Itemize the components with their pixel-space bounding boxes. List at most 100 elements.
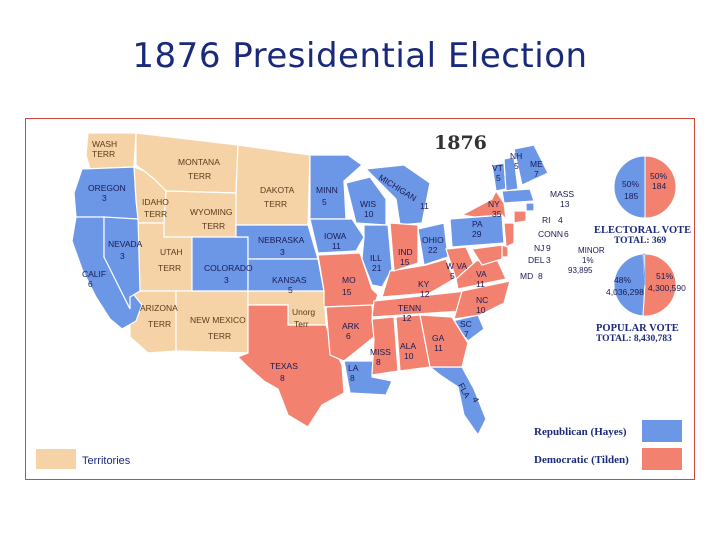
- label-ky: KY: [418, 279, 430, 289]
- label-ny: NY: [488, 199, 500, 209]
- state-del: [501, 244, 509, 258]
- electoral-rep-votes: 185: [624, 191, 638, 201]
- label-colorado: COLORADO: [204, 263, 253, 273]
- label-md-ev: 8: [538, 271, 543, 281]
- label-arizona-terr-sub: TERR: [148, 319, 171, 329]
- legend-swatch-republican: [642, 420, 682, 442]
- label-ohio: OHIO: [422, 235, 444, 245]
- state-nc: [453, 280, 511, 320]
- state-wis: [345, 176, 387, 226]
- label-oregon: OREGON: [88, 183, 126, 193]
- label-miss: MISS: [370, 347, 391, 357]
- popular-caption: POPULAR VOTE: [596, 323, 679, 334]
- label-va-ev: 11: [476, 279, 485, 289]
- state-ky: [381, 258, 455, 298]
- label-dakota-terr: DAKOTA: [260, 185, 295, 195]
- label-pa: PA: [472, 219, 483, 229]
- label-ill-ev: 21: [372, 263, 382, 273]
- label-del: DEL: [528, 255, 545, 265]
- label-sc: SC: [460, 319, 472, 329]
- label-iowa: IOWA: [324, 231, 347, 241]
- label-minn-ev: 5: [322, 197, 327, 207]
- state-mass: [501, 188, 535, 204]
- legend-swatch-democratic: [642, 448, 682, 470]
- label-nj-ev: 9: [546, 243, 551, 253]
- electoral-rep-pct: 50%: [622, 179, 639, 189]
- label-ala-ev: 10: [404, 351, 414, 361]
- popular-dem-votes: 4,300,590: [648, 283, 686, 293]
- state-michigan: [364, 164, 431, 226]
- slide-title: 1876 Presidential Election: [132, 36, 588, 76]
- state-fla: [428, 366, 487, 437]
- label-michigan-ev: 11: [420, 201, 429, 211]
- label-wash-terr-sub: TERR: [92, 149, 115, 159]
- state-conn: [513, 210, 527, 224]
- label-va: VA: [476, 269, 487, 279]
- popular-dem-pct: 51%: [656, 271, 673, 281]
- label-texas: TEXAS: [270, 361, 298, 371]
- label-ga-ev: 11: [434, 343, 443, 353]
- label-colorado-ev: 3: [224, 275, 229, 285]
- state-ill: [361, 224, 393, 288]
- label-me-ev: 7: [534, 169, 539, 179]
- state-me: [513, 144, 549, 186]
- label-newmexico-terr-sub: TERR: [208, 331, 231, 341]
- election-map: 1876 WASH TERR MONTANA TERR DAKOTA TERR …: [36, 132, 691, 470]
- state-labels: OREGON 3 CALIF 6 NEVADA 3 COLORADO 3 NEB…: [82, 151, 574, 404]
- legend-label-republican: Republican (Hayes): [534, 426, 627, 438]
- label-ny-ev: 35: [492, 209, 502, 219]
- label-ky-ev: 12: [420, 289, 430, 299]
- label-nj: NJ: [534, 243, 544, 253]
- label-la-ev: 8: [350, 373, 355, 383]
- label-wyoming-terr-sub: TERR: [202, 221, 225, 231]
- label-minn: MINN: [316, 185, 338, 195]
- label-ind-ev: 15: [400, 257, 410, 267]
- state-ark: [325, 304, 375, 362]
- label-calif: CALIF: [82, 269, 106, 279]
- label-utah-terr: UTAH: [160, 247, 183, 257]
- state-ind: [389, 222, 419, 272]
- state-ny: [460, 189, 507, 221]
- state-va: [455, 256, 507, 290]
- label-dakota-terr-sub: TERR: [264, 199, 287, 209]
- legend: Territories Republican (Hayes) Democrati…: [36, 420, 682, 470]
- electoral-dem-votes: 184: [652, 181, 666, 191]
- label-nc: NC: [476, 295, 488, 305]
- state-nevada: [103, 216, 141, 310]
- label-newmexico-terr: NEW MEXICO: [190, 315, 246, 325]
- label-idaho-terr: IDAHO: [142, 197, 169, 207]
- popular-total: TOTAL: 8,430,783: [596, 334, 672, 344]
- label-ri: RI: [542, 215, 551, 225]
- label-nc-ev: 10: [476, 305, 486, 315]
- label-calif-ev: 6: [88, 279, 93, 289]
- label-wyoming-terr: WYOMING: [190, 207, 233, 217]
- legend-label-democratic: Democratic (Tilden): [534, 454, 629, 466]
- label-idaho-terr-sub: TERR: [144, 209, 167, 219]
- state-nh: [503, 156, 519, 192]
- label-sc-ev: 7: [464, 329, 469, 339]
- label-conn-ev: 6: [564, 229, 569, 239]
- legend-swatch-territories: [36, 449, 76, 469]
- label-ark: ARK: [342, 321, 360, 331]
- state-miss: [371, 316, 399, 376]
- electoral-caption: ELECTORAL VOTE: [594, 225, 691, 236]
- popular-rep-votes: 4,036,298: [606, 287, 644, 297]
- state-texas: [236, 304, 345, 428]
- label-del-ev: 3: [546, 255, 551, 265]
- label-la: LA: [348, 363, 359, 373]
- state-nj: [503, 222, 515, 248]
- electoral-dem-pct: 50%: [650, 171, 667, 181]
- label-wva-ev: 5: [450, 271, 455, 281]
- label-oregon-ev: 3: [102, 193, 107, 203]
- label-pa-ev: 29: [472, 229, 482, 239]
- popular-pie-republican-slice: [613, 253, 646, 317]
- label-arizona-terr: ARIZONA: [140, 303, 178, 313]
- label-montana-terr: MONTANA: [178, 157, 220, 167]
- label-utah-terr-sub: TERR: [158, 263, 181, 273]
- label-montana-terr-sub: TERR: [188, 171, 211, 181]
- label-fla-ev: 4: [470, 395, 481, 404]
- label-ark-ev: 6: [346, 331, 351, 341]
- label-unorg-terr: Unorg: [292, 307, 315, 317]
- label-nevada: NEVADA: [108, 239, 143, 249]
- label-ri-ev: 4: [558, 215, 563, 225]
